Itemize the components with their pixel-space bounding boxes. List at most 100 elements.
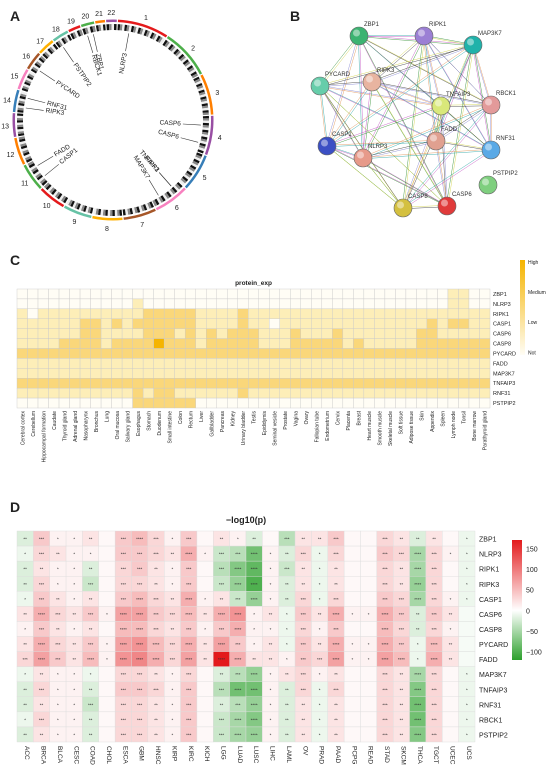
heatmap-cell [458,378,470,389]
heatmap-cell [248,387,259,399]
heatmap-cell [425,530,443,547]
heatmap-cell [163,368,175,379]
heatmap-cell [311,308,323,319]
heatmap-cell [311,726,328,743]
significance-mark: * [368,657,370,662]
heatmap-cell [442,545,459,562]
ideogram-band [37,59,44,65]
heatmap-cell [132,308,144,319]
heatmap-cell [33,696,50,713]
heatmap-cell [163,298,175,310]
heatmap-cell [458,397,470,409]
heatmap-cell [164,530,181,547]
significance-mark: ** [301,702,305,707]
heatmap-cell [114,666,132,682]
heatmap-cell [409,591,427,607]
ideogram-band [202,115,209,119]
heatmap-cell [279,338,291,349]
heatmap-cell [142,338,154,349]
heatmap-cell [153,288,165,300]
heatmap-cell [147,636,165,652]
column-label: Epididymis [262,411,268,436]
ideogram-band [143,29,148,37]
heatmap-cell [258,348,270,359]
heatmap-cell [269,318,280,329]
heatmap-cell [121,328,133,339]
row-label: MAP3K7 [493,371,515,377]
node-label: RIPK1 [429,22,447,28]
heatmap-cell [447,358,459,369]
significance-mark: ** [334,702,338,707]
heatmap-cell [425,576,443,592]
ppi-edge [363,82,373,159]
ppi-edge [319,35,359,86]
heatmap-cell [262,621,279,637]
heatmap-cell [290,387,301,399]
heatmap-cell [311,591,328,607]
ideogram-band [43,182,50,189]
heatmap-cell [300,358,312,369]
ideogram-band [164,192,170,199]
heatmap-cell [121,397,133,409]
ppi-node-nlrp3: NLRP3 [353,144,388,168]
ideogram-band [202,112,209,116]
heatmap-cell [49,696,67,713]
heatmap-cell [121,338,133,349]
ppi-edge [358,35,491,105]
ideogram-band [121,24,125,31]
ppi-edge [363,141,437,159]
heatmap-cell [393,530,410,547]
ideogram-band [20,142,27,147]
heatmap-cell [98,711,116,728]
heatmap-cell [425,681,443,697]
heatmap-cell [16,711,34,728]
heatmap-cell [142,378,154,389]
ideogram-band [114,209,118,216]
heatmap-cell [79,358,91,369]
heatmap-cell [269,308,280,319]
heatmap-cell [180,681,198,697]
significance-mark: ** [334,717,338,722]
heatmap-cell [360,651,378,667]
column-label: KIRP [170,746,177,761]
heatmap-cell [311,358,323,369]
ideogram-band [154,198,160,206]
significance-mark: *** [137,732,143,737]
column-label: Fallopian tube [315,411,321,443]
heatmap-cell [409,530,427,547]
ideogram-band [181,57,188,64]
node-label: FADD [441,127,458,133]
ppi-edge [319,85,327,146]
significance-mark: ** [89,717,93,722]
heatmap-cell [98,681,116,697]
chromosome-label: 21 [95,11,103,18]
significance-mark: *** [39,582,45,587]
ppi-edge [326,44,473,146]
heatmap-cell [69,378,81,389]
heatmap-cell [27,338,39,349]
heatmap-cell [458,636,476,652]
heatmap-cell [290,328,301,339]
significance-mark: *** [153,537,159,542]
ideogram-band [97,208,102,216]
significance-mark: * [73,702,75,707]
heatmap-cell [442,560,459,577]
heatmap-cell [147,726,165,743]
heatmap-cell [395,328,407,339]
heatmap-cell [437,308,449,319]
heatmap-cell [245,545,263,562]
chromosome-color-arc [204,115,214,156]
heatmap-cell [479,348,491,359]
ideogram-band [17,122,24,125]
significance-mark: *** [399,597,405,602]
ideogram-band [202,110,209,113]
significance-mark: * [368,642,370,647]
heatmap-cell [269,328,280,339]
heatmap-cell [437,318,449,329]
heatmap-cell [237,328,249,339]
significance-mark: * [73,627,75,632]
heatmap-cell [409,696,427,713]
heatmap-cell [227,387,238,399]
heatmap-cell [479,328,491,339]
significance-mark: * [351,642,353,647]
